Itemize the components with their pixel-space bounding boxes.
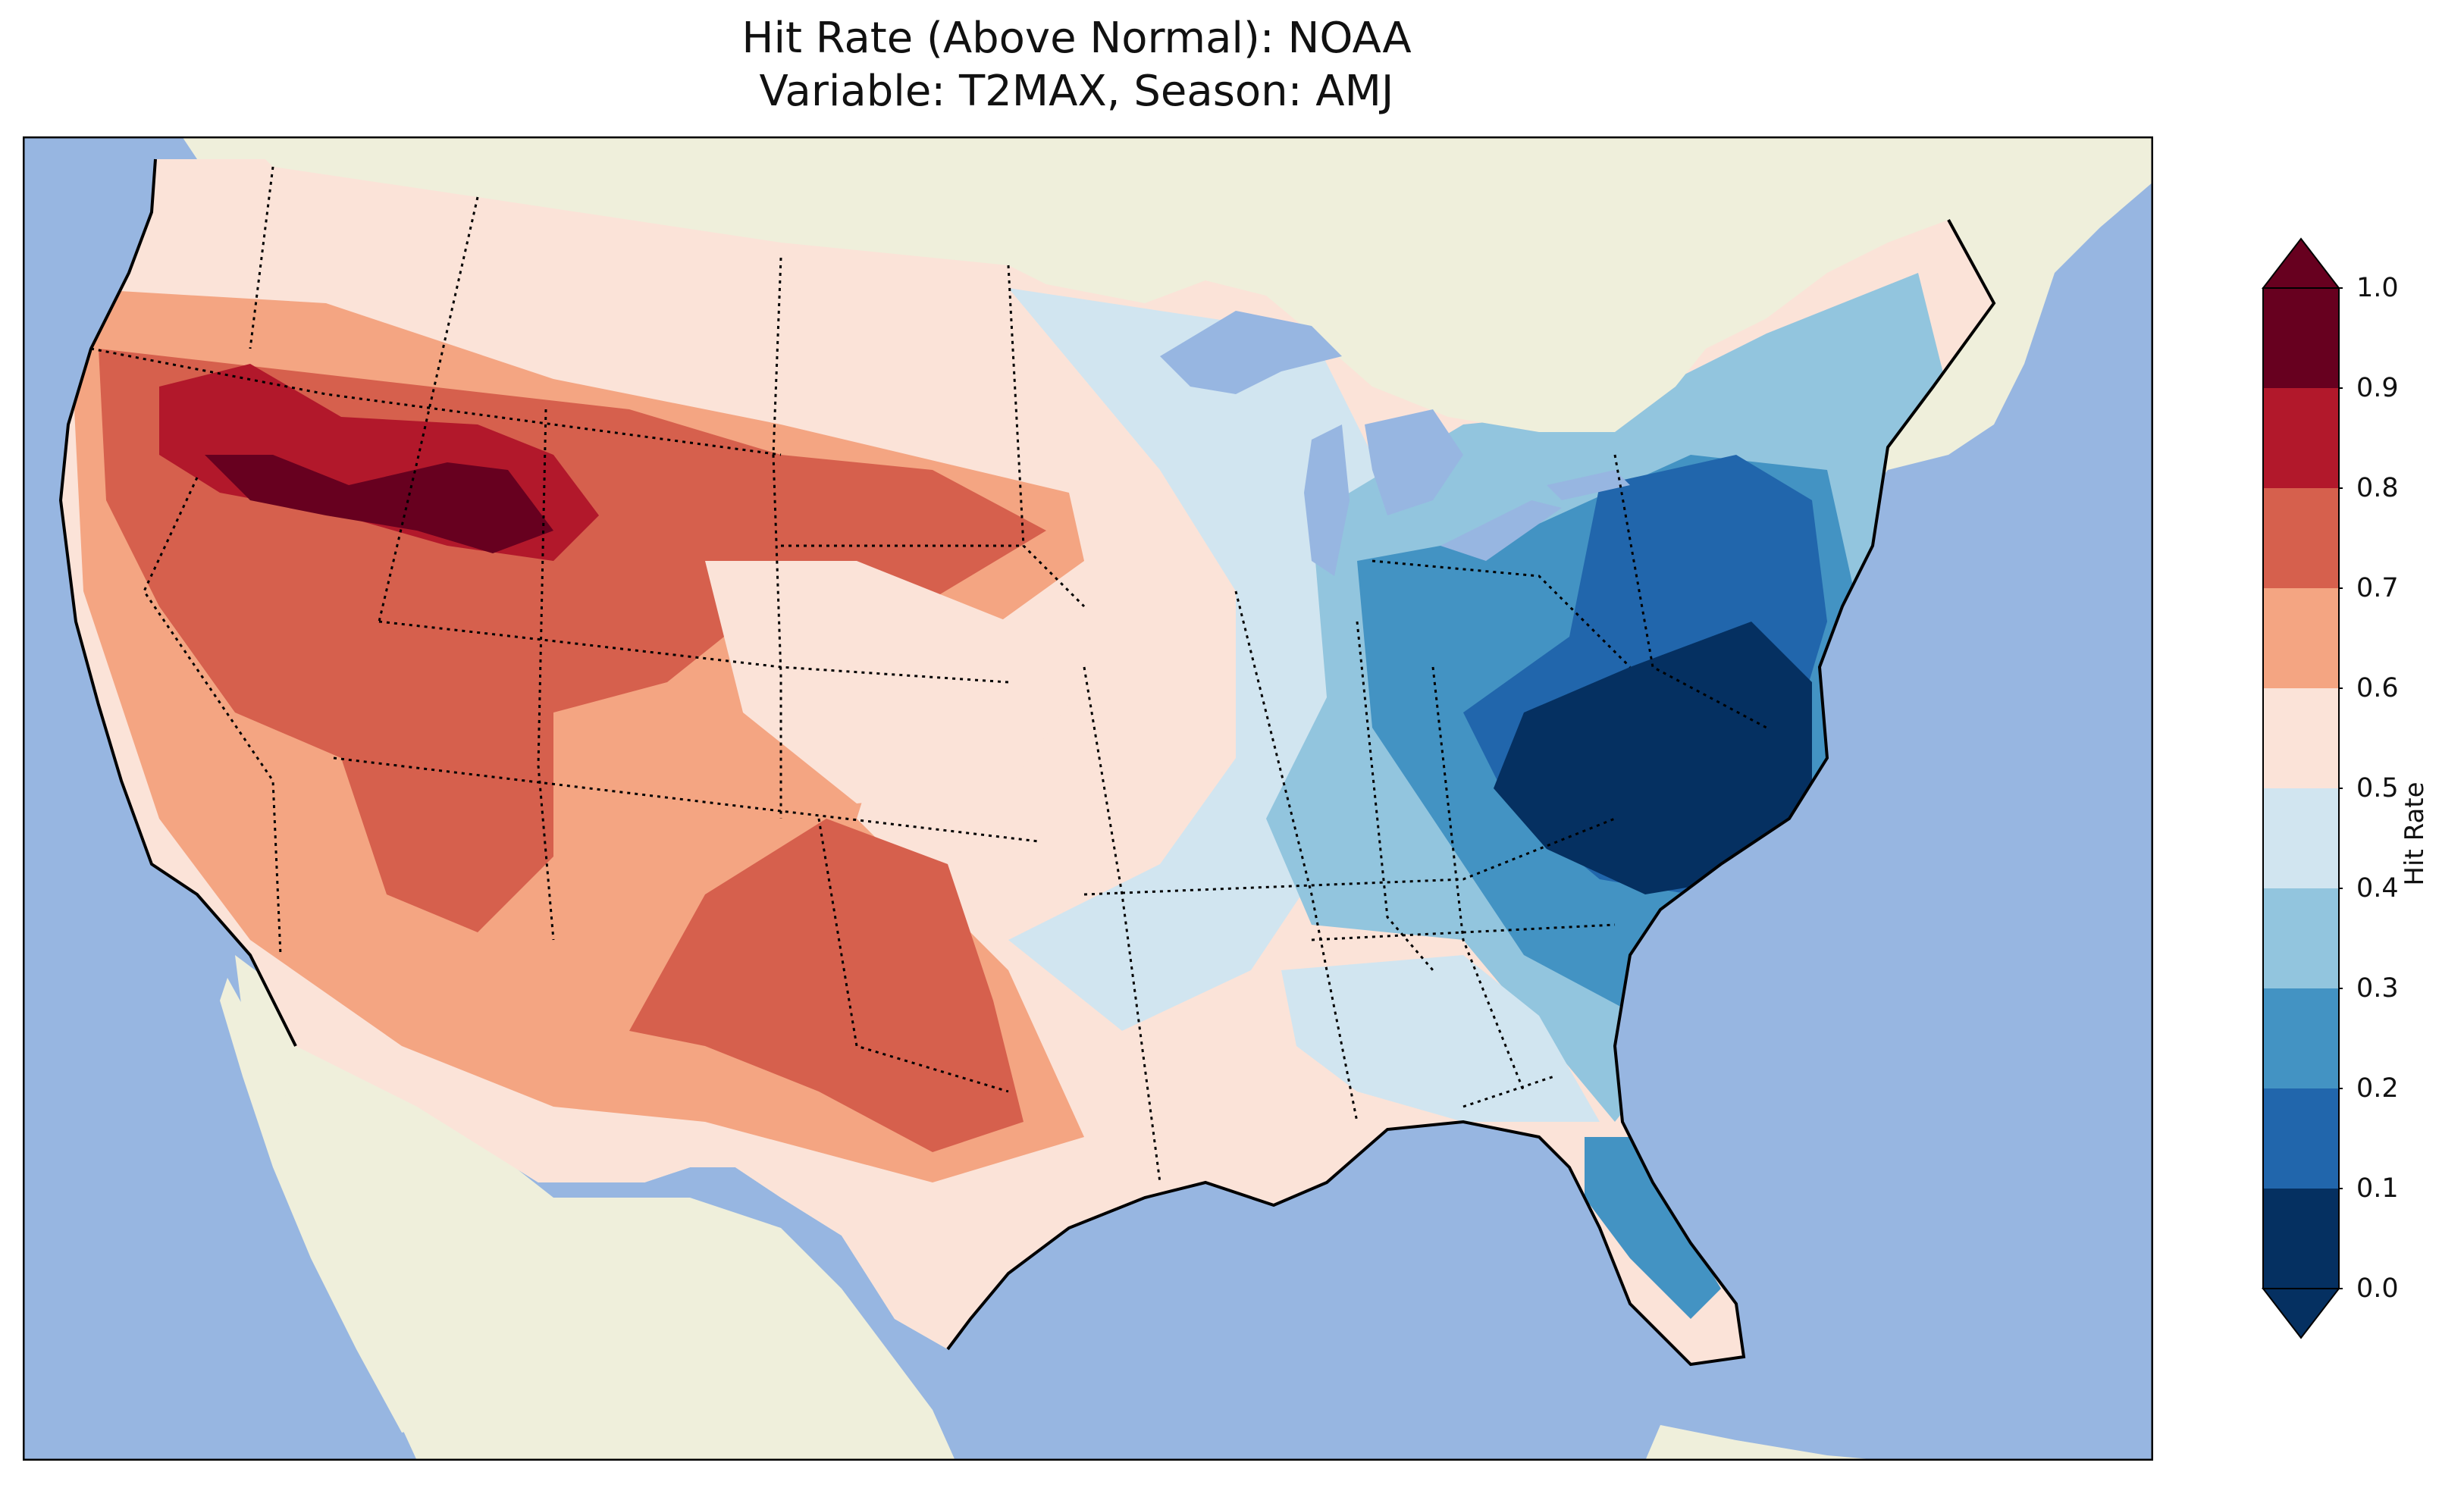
colorbar-swatch — [2263, 788, 2339, 888]
colorbar — [2261, 237, 2343, 1339]
colorbar-tick-label: 0.3 — [2356, 973, 2399, 1004]
colorbar-swatch — [2263, 588, 2339, 688]
colorbar-tick-label: 0.4 — [2356, 873, 2399, 904]
coastline — [58, 158, 1996, 1367]
colorbar-tick-label: 0.0 — [2356, 1273, 2399, 1304]
land-cuba — [1645, 1425, 1888, 1461]
colorbar-swatch — [2263, 888, 2339, 988]
field-south-red — [629, 819, 1024, 1152]
colorbar-swatch — [2263, 688, 2339, 788]
colorbar-tick-label: 0.6 — [2356, 673, 2399, 703]
colorbar-label: Hit Rate — [2400, 781, 2430, 886]
colorbar-tick-label: 0.5 — [2356, 773, 2399, 803]
colorbar-extend-bottom — [2261, 1288, 2341, 1339]
title-line-1: Hit Rate (Above Normal): NOAA — [741, 14, 1412, 63]
land-mexico — [235, 955, 955, 1461]
land-baja — [220, 978, 432, 1433]
state-borders — [90, 166, 1767, 1183]
colorbar-extend-top — [2261, 237, 2341, 289]
colorbar-swatch — [2263, 1189, 2339, 1289]
lake-superior — [1160, 311, 1342, 394]
colorbar-tick-label: 1.0 — [2356, 273, 2399, 303]
lake-huron — [1365, 409, 1463, 515]
title-line-2: Variable: T2MAX, Season: AMJ — [759, 67, 1394, 116]
colorbar-swatch — [2263, 388, 2339, 488]
field-mid-white — [705, 561, 1084, 803]
map-panel — [23, 136, 2153, 1461]
colorbar-tick-label: 0.9 — [2356, 373, 2399, 403]
map-frame — [23, 136, 2153, 1461]
colorbar-tick-label: 0.2 — [2356, 1073, 2399, 1104]
lake-erie — [1440, 500, 1562, 561]
colorbar-tick-label: 0.1 — [2356, 1173, 2399, 1204]
colorbar-tick-label: 0.7 — [2356, 573, 2399, 603]
field-northwest-darkest-red — [205, 455, 553, 553]
field-east-darkest-blue — [1494, 622, 1812, 894]
colorbar-swatch — [2263, 988, 2339, 1088]
colorbar-swatch — [2263, 288, 2339, 388]
lake-ontario — [1547, 470, 1630, 500]
field-florida-blue — [1585, 1137, 1721, 1319]
colorbar-swatch — [2263, 1088, 2339, 1189]
lake-michigan — [1304, 424, 1350, 576]
colorbar-tick-label: 0.8 — [2356, 473, 2399, 503]
colorbar-swatch — [2263, 488, 2339, 588]
